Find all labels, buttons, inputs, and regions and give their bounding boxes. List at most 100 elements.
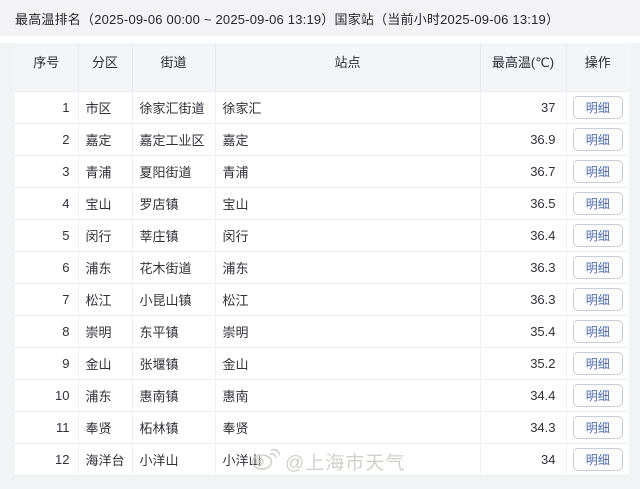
- column-header-max-temp: 最高温(℃): [480, 43, 567, 91]
- station-cell: 金山: [215, 346, 481, 379]
- station-cell: 闵行: [215, 218, 481, 251]
- page-title: 最高温排名（2025-09-06 00:00 ~ 2025-09-06 13:1…: [15, 11, 560, 27]
- table-row: 1 市区 徐家汇街道 徐家汇 37 明细: [15, 90, 629, 123]
- detail-button[interactable]: 明细: [572, 319, 623, 343]
- detail-button[interactable]: 明细: [572, 447, 623, 471]
- table-row: 3 青浦 夏阳街道 青浦 36.7 明细: [15, 154, 629, 187]
- rank-cell: 7: [15, 282, 79, 315]
- table-row: 8 崇明 东平镇 崇明 35.4 明细: [15, 314, 629, 347]
- max-temp-cell: 36.3: [480, 250, 567, 283]
- station-cell: 嘉定: [215, 122, 481, 155]
- max-temp-cell: 34.3: [480, 410, 567, 443]
- rank-cell: 6: [15, 250, 79, 283]
- column-header-action: 操作: [566, 43, 629, 91]
- column-header-street: 街道: [132, 43, 216, 91]
- street-cell: 花木街道: [132, 250, 216, 283]
- station-cell: 奉贤: [215, 410, 481, 443]
- action-cell: 明细: [566, 250, 629, 283]
- temperature-ranking-table: 序号 分区 街道 站点 最高温(℃) 操作 1 市区 徐家汇街道 徐家汇 37 …: [15, 43, 629, 476]
- street-cell: 柘林镇: [132, 410, 216, 443]
- detail-button[interactable]: 明细: [572, 383, 623, 407]
- street-cell: 惠南镇: [132, 378, 216, 411]
- max-temp-cell: 37: [480, 90, 567, 123]
- max-temp-cell: 36.4: [480, 218, 567, 251]
- rank-cell: 1: [15, 90, 79, 123]
- max-temp-cell: 36.3: [480, 282, 567, 315]
- rank-cell: 12: [15, 442, 79, 476]
- street-cell: 嘉定工业区: [132, 122, 216, 155]
- station-cell: 惠南: [215, 378, 481, 411]
- action-cell: 明细: [566, 378, 629, 411]
- table-row: 7 松江 小昆山镇 松江 36.3 明细: [15, 282, 629, 315]
- rank-cell: 8: [15, 314, 79, 347]
- district-cell: 海洋台: [78, 442, 133, 476]
- street-cell: 小洋山: [132, 442, 216, 476]
- detail-button[interactable]: 明细: [572, 287, 623, 311]
- table-row: 9 金山 张堰镇 金山 35.2 明细: [15, 346, 629, 379]
- max-temp-cell: 34.4: [480, 378, 567, 411]
- station-cell: 小洋山: [215, 442, 481, 476]
- street-cell: 小昆山镇: [132, 282, 216, 315]
- district-cell: 松江: [78, 282, 133, 315]
- table-row: 4 宝山 罗店镇 宝山 36.5 明细: [15, 186, 629, 219]
- table-row: 10 浦东 惠南镇 惠南 34.4 明细: [15, 378, 629, 411]
- detail-button[interactable]: 明细: [572, 351, 623, 375]
- detail-button[interactable]: 明细: [572, 255, 623, 279]
- rank-cell: 4: [15, 186, 79, 219]
- station-cell: 徐家汇: [215, 90, 481, 123]
- rank-cell: 2: [15, 122, 79, 155]
- detail-button[interactable]: 明细: [572, 95, 623, 119]
- action-cell: 明细: [566, 186, 629, 219]
- table-row: 5 闵行 莘庄镇 闵行 36.4 明细: [15, 218, 629, 251]
- column-header-rank: 序号: [15, 43, 79, 91]
- detail-button[interactable]: 明细: [572, 191, 623, 215]
- district-cell: 市区: [78, 90, 133, 123]
- action-cell: 明细: [566, 314, 629, 347]
- district-cell: 崇明: [78, 314, 133, 347]
- rank-cell: 5: [15, 218, 79, 251]
- street-cell: 东平镇: [132, 314, 216, 347]
- table-row: 11 奉贤 柘林镇 奉贤 34.3 明细: [15, 410, 629, 443]
- district-cell: 浦东: [78, 378, 133, 411]
- rank-cell: 9: [15, 346, 79, 379]
- rank-cell: 10: [15, 378, 79, 411]
- rank-cell: 11: [15, 410, 79, 443]
- district-cell: 奉贤: [78, 410, 133, 443]
- action-cell: 明细: [566, 90, 629, 123]
- rank-cell: 3: [15, 154, 79, 187]
- column-header-district: 分区: [78, 43, 133, 91]
- title-table-gap: [0, 36, 640, 43]
- street-cell: 罗店镇: [132, 186, 216, 219]
- table-row: 6 浦东 花木街道 浦东 36.3 明细: [15, 250, 629, 283]
- title-bar: 最高温排名（2025-09-06 00:00 ~ 2025-09-06 13:1…: [0, 0, 640, 36]
- max-temp-cell: 35.4: [480, 314, 567, 347]
- action-cell: 明细: [566, 410, 629, 443]
- district-cell: 宝山: [78, 186, 133, 219]
- action-cell: 明细: [566, 442, 629, 476]
- station-cell: 崇明: [215, 314, 481, 347]
- street-cell: 夏阳街道: [132, 154, 216, 187]
- max-temp-cell: 35.2: [480, 346, 567, 379]
- district-cell: 闵行: [78, 218, 133, 251]
- action-cell: 明细: [566, 122, 629, 155]
- station-cell: 松江: [215, 282, 481, 315]
- station-cell: 青浦: [215, 154, 481, 187]
- max-temp-cell: 34: [480, 442, 567, 476]
- street-cell: 莘庄镇: [132, 218, 216, 251]
- table-row: 2 嘉定 嘉定工业区 嘉定 36.9 明细: [15, 122, 629, 155]
- district-cell: 金山: [78, 346, 133, 379]
- district-cell: 青浦: [78, 154, 133, 187]
- detail-button[interactable]: 明细: [572, 415, 623, 439]
- detail-button[interactable]: 明细: [572, 127, 623, 151]
- max-temp-cell: 36.9: [480, 122, 567, 155]
- column-header-station: 站点: [215, 43, 481, 91]
- street-cell: 徐家汇街道: [132, 90, 216, 123]
- table-row: 12 海洋台 小洋山 小洋山 34 明细: [15, 442, 629, 476]
- action-cell: 明细: [566, 154, 629, 187]
- temperature-ranking-table-container: 序号 分区 街道 站点 最高温(℃) 操作 1 市区 徐家汇街道 徐家汇 37 …: [15, 43, 629, 476]
- table-header-row: 序号 分区 街道 站点 最高温(℃) 操作: [15, 43, 629, 91]
- action-cell: 明细: [566, 346, 629, 379]
- detail-button[interactable]: 明细: [572, 159, 623, 183]
- detail-button[interactable]: 明细: [572, 223, 623, 247]
- station-cell: 浦东: [215, 250, 481, 283]
